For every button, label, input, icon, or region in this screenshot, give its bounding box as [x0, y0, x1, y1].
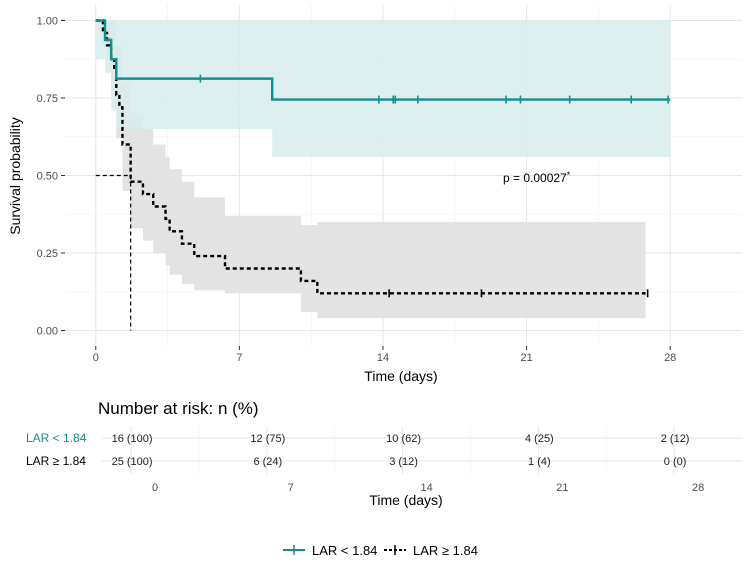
- risk-row-label: LAR < 1.84: [26, 431, 87, 445]
- legend: LAR < 1.84 LAR ≥ 1.84: [282, 541, 478, 559]
- risk-table-rows: LAR < 1.84 16 (100) 12 (75) 10 (62) 4 (25) 2 …: [26, 431, 689, 468]
- y-tick-label: 0.25: [37, 248, 58, 260]
- risk-cell: 16 (100): [112, 433, 153, 445]
- risk-cell: 2 (12): [661, 433, 690, 445]
- p-value-star: *: [567, 170, 571, 180]
- x-tick-label: 14: [377, 352, 389, 364]
- confidence-bands: [95, 20, 671, 319]
- risk-cell: 1 (4): [528, 456, 551, 468]
- risk-x-tick-label: 28: [692, 482, 704, 494]
- risk-table-background: [102, 426, 742, 474]
- x-tick-label: 0: [93, 352, 99, 364]
- ci-band-lar-low: [95, 20, 671, 157]
- survival-curves: [95, 19, 671, 295]
- risk-cell: 0 (0): [664, 456, 687, 468]
- y-axis-label: Survival probability: [7, 117, 23, 235]
- ci-band-lar-high: [95, 20, 646, 319]
- risk-x-tick-label: 14: [420, 482, 432, 494]
- y-tick-label: 0.50: [37, 171, 58, 183]
- x-tick-label: 7: [236, 352, 242, 364]
- y-tick-label: 1.00: [37, 16, 58, 28]
- risk-x-tick-label: 21: [556, 482, 568, 494]
- risk-table: Number at risk: n (%) LAR < 1.84 16 (100)…: [26, 399, 742, 508]
- legend-label-lar-high: LAR ≥ 1.84: [413, 543, 478, 558]
- risk-x-tick-label: 0: [152, 482, 158, 494]
- km-plot-panel: 0.00 0.25 0.50 0.75 1.00 0 7 14 21 28 Survival p…: [7, 5, 742, 384]
- x-axis-ticks: 0 7 14 21 28: [93, 346, 676, 364]
- risk-table-x-ticks: 0 7 14 21 28: [152, 482, 704, 494]
- x-tick-label: 21: [520, 352, 532, 364]
- risk-table-grid: [102, 426, 742, 474]
- risk-cell: 4 (25): [525, 433, 554, 445]
- p-value-text: p = 0.00027: [503, 171, 567, 185]
- risk-cell: 25 (100): [112, 456, 153, 468]
- x-tick-label: 28: [664, 352, 676, 364]
- y-axis-ticks: 0.00 0.25 0.50 0.75 1.00: [37, 16, 65, 338]
- risk-table-title: Number at risk: n (%): [98, 399, 259, 418]
- risk-cell: 10 (62): [386, 433, 421, 445]
- curve-lar-low: [95, 19, 671, 101]
- risk-cell: 6 (24): [253, 456, 282, 468]
- risk-table-x-label: Time (days): [369, 492, 442, 508]
- legend-label-lar-low: LAR < 1.84: [312, 543, 377, 558]
- legend-item-lar-high: LAR ≥ 1.84: [383, 541, 478, 559]
- risk-cell: 12 (75): [250, 433, 285, 445]
- legend-item-lar-low: LAR < 1.84: [282, 541, 377, 559]
- median-lines: [95, 174, 132, 331]
- risk-cell: 3 (12): [389, 456, 418, 468]
- risk-row-label: LAR ≥ 1.84: [26, 454, 86, 468]
- p-value-annotation: p = 0.00027*: [503, 170, 571, 185]
- risk-x-tick-label: 7: [288, 482, 294, 494]
- x-axis-label: Time (days): [364, 368, 437, 384]
- y-tick-label: 0.75: [37, 93, 58, 105]
- censor-marks: [199, 74, 669, 298]
- y-tick-label: 0.00: [37, 326, 58, 338]
